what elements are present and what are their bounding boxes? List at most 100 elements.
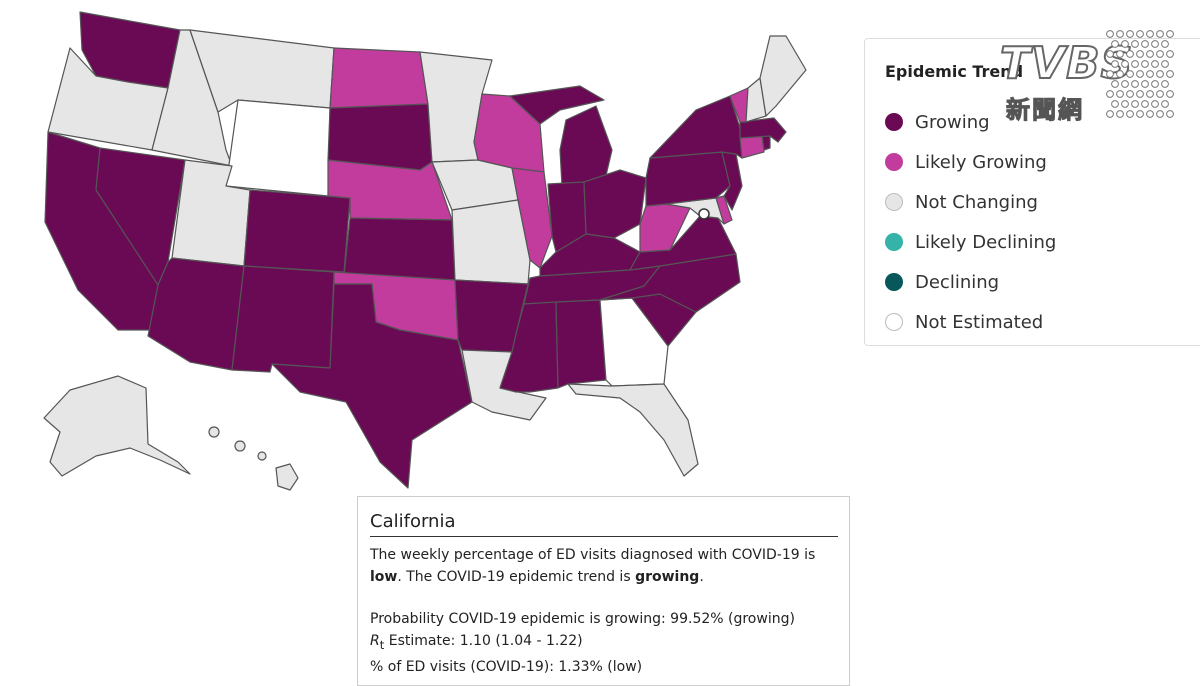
state-MO[interactable] <box>451 199 531 285</box>
legend-item: Not Changing <box>885 182 1056 222</box>
logo-dot <box>1166 50 1174 58</box>
logo-dot <box>1136 110 1144 118</box>
state-OH[interactable] <box>583 169 647 239</box>
tvbs-logo-watermark: TVBS 新聞網 <box>999 28 1176 125</box>
state-NM[interactable] <box>231 265 335 373</box>
logo-dot <box>1166 30 1174 38</box>
tooltip-ed-visits: % of ED visits (COVID-19): 1.33% (low) <box>370 658 643 675</box>
logo-chinese-text: 新聞網 <box>1006 96 1084 125</box>
logo-dot <box>1111 40 1119 48</box>
level-value: low <box>370 569 398 585</box>
logo-dot <box>1161 40 1169 48</box>
state-WY[interactable] <box>225 99 331 197</box>
us-state-map <box>43 11 807 491</box>
logo-dot <box>1146 90 1154 98</box>
logo-dot <box>1161 80 1169 88</box>
legend-swatch <box>885 153 903 171</box>
logo-dot <box>1136 30 1144 38</box>
logo-dot <box>1131 60 1139 68</box>
logo-dot <box>1116 30 1124 38</box>
logo-dot <box>1141 60 1149 68</box>
state-AZ[interactable] <box>147 257 245 371</box>
state-AL[interactable] <box>555 299 607 389</box>
tooltip-rt: Rt Estimate: 1.10 (1.04 - 1.22) <box>370 630 840 656</box>
legend-label: Likely Growing <box>915 151 1047 173</box>
legend-swatch <box>885 273 903 291</box>
logo-dot <box>1141 80 1149 88</box>
state-MA[interactable] <box>739 117 787 143</box>
tooltip-state-name: California <box>370 511 838 537</box>
legend-item: Not Estimated <box>885 302 1056 342</box>
legend-label: Not Changing <box>915 191 1038 213</box>
state-ID[interactable] <box>151 29 233 167</box>
legend-title: Epidemic Trend <box>885 62 1024 81</box>
state-HI-island[interactable] <box>234 440 246 452</box>
logo-dot <box>1121 80 1129 88</box>
state-MI[interactable] <box>509 85 605 125</box>
state-MI-lower[interactable] <box>559 105 613 187</box>
logo-dot <box>1136 70 1144 78</box>
legend-swatch <box>885 193 903 211</box>
logo-dot <box>1131 80 1139 88</box>
state-TX[interactable] <box>271 283 473 489</box>
tooltip-summary: The weekly percentage of ED visits diagn… <box>370 544 840 588</box>
dc-marker[interactable] <box>698 208 710 220</box>
logo-dot <box>1116 70 1124 78</box>
rt-subscript: t <box>379 637 385 652</box>
logo-dot <box>1141 100 1149 108</box>
logo-dot <box>1166 110 1174 118</box>
state-ME[interactable] <box>759 35 807 117</box>
logo-dot <box>1106 90 1114 98</box>
rt-symbol: R <box>370 633 380 649</box>
state-ND[interactable] <box>329 47 429 109</box>
logo-dot <box>1106 70 1114 78</box>
logo-dot <box>1116 50 1124 58</box>
logo-dot <box>1156 110 1164 118</box>
state-RI[interactable] <box>761 135 771 151</box>
logo-dot <box>1151 40 1159 48</box>
state-SD[interactable] <box>327 103 433 171</box>
state-HI[interactable] <box>275 463 299 491</box>
legend-swatch <box>885 233 903 251</box>
logo-dot <box>1121 40 1129 48</box>
logo-dot <box>1166 70 1174 78</box>
rt-estimate: Estimate: 1.10 (1.04 - 1.22) <box>384 633 583 649</box>
legend-label: Not Estimated <box>915 311 1044 333</box>
state-CO[interactable] <box>243 189 351 273</box>
summary-end: . <box>699 569 704 585</box>
logo-dot <box>1156 90 1164 98</box>
legend-label: Declining <box>915 271 1000 293</box>
logo-dot <box>1136 90 1144 98</box>
state-FL[interactable] <box>567 383 699 477</box>
logo-dot <box>1121 100 1129 108</box>
logo-dot <box>1106 50 1114 58</box>
legend-item: Declining <box>885 262 1056 302</box>
logo-dot <box>1126 110 1134 118</box>
state-HI-island[interactable] <box>257 451 267 461</box>
legend-swatch <box>885 313 903 331</box>
logo-dot <box>1146 110 1154 118</box>
state-CT[interactable] <box>739 135 765 159</box>
logo-dot <box>1161 60 1169 68</box>
legend-label: Growing <box>915 111 990 133</box>
state-AK[interactable] <box>43 375 191 477</box>
summary-prefix: The weekly percentage of ED visits diagn… <box>370 547 816 563</box>
legend-item: Likely Declining <box>885 222 1056 262</box>
state-DE[interactable] <box>715 195 733 225</box>
logo-dot <box>1151 100 1159 108</box>
logo-dot <box>1131 40 1139 48</box>
logo-dot <box>1126 90 1134 98</box>
logo-dot <box>1126 70 1134 78</box>
logo-dot <box>1146 30 1154 38</box>
state-KS[interactable] <box>343 217 456 281</box>
trend-value: growing <box>635 569 700 585</box>
state-HI-island[interactable] <box>208 426 220 438</box>
logo-dot <box>1106 30 1114 38</box>
tooltip-body: The weekly percentage of ED visits diagn… <box>370 544 840 678</box>
state-NY[interactable] <box>649 95 743 159</box>
legend-swatch <box>885 113 903 131</box>
logo-dot <box>1121 60 1129 68</box>
logo-dot <box>1106 110 1114 118</box>
legend-item: Growing <box>885 102 1056 142</box>
logo-dot <box>1161 100 1169 108</box>
